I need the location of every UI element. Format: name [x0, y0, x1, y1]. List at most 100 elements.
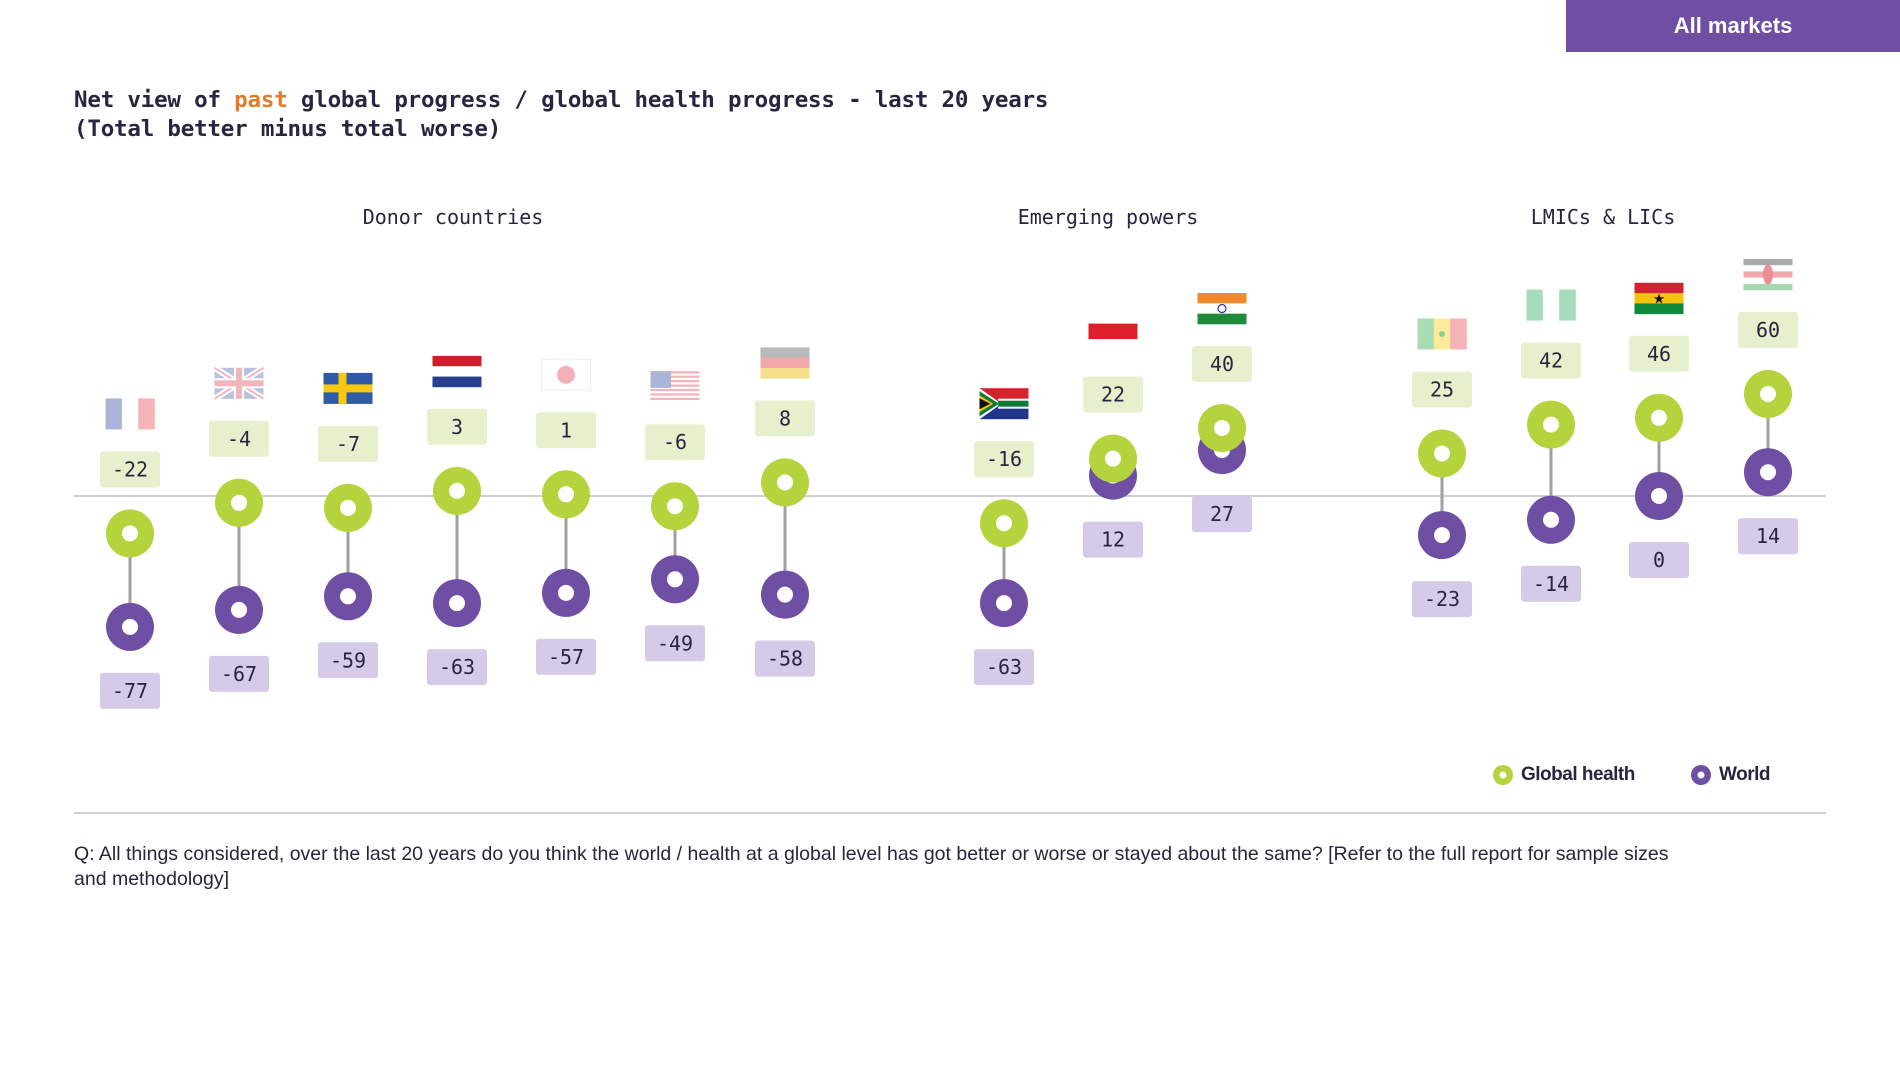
senegal-flag [1417, 318, 1467, 350]
world-marker-center [449, 595, 465, 612]
world-value-label: 27 [1210, 502, 1234, 526]
global-health-marker-center [449, 482, 465, 499]
global-health-label-bg [755, 400, 815, 437]
global-health-label-bg [1083, 376, 1143, 413]
world-label-bg [755, 640, 815, 677]
india-flag [1197, 293, 1247, 325]
global-health-label-bg [645, 424, 705, 461]
global-health-value-label: 1 [560, 418, 572, 442]
global-health-label-bg [100, 451, 160, 488]
global-health-value-label: 8 [779, 406, 791, 430]
global-health-label-bg [1412, 371, 1472, 408]
world-marker-center [996, 595, 1012, 612]
ghana-flag: ★ [1634, 282, 1684, 315]
world-value-label: -67 [221, 662, 257, 686]
global-health-marker-center [558, 486, 574, 503]
global-health-marker-center [1214, 420, 1230, 436]
global-health-label-bg [1521, 342, 1581, 379]
global-health-marker-center [122, 525, 138, 542]
global-health-value-label: 3 [451, 415, 463, 439]
global-health-marker-center [777, 474, 793, 491]
global-health-marker-center [231, 494, 247, 511]
chart-subtitle: (Total better minus total worse) [74, 116, 502, 142]
legend-global-health-label: Global health [1521, 764, 1635, 785]
world-marker-center [231, 601, 247, 618]
global-health-value-label: 60 [1756, 318, 1780, 342]
world-label-bg [100, 672, 160, 709]
global-health-marker-center [1543, 416, 1559, 433]
global-health-label-bg [1192, 346, 1252, 382]
world-value-label: -59 [330, 648, 366, 672]
global-health-marker-center [667, 498, 683, 515]
world-marker-center [122, 618, 138, 635]
japan-flag [541, 358, 591, 391]
world-label-bg [1083, 521, 1143, 558]
global-health-value-label: -7 [336, 432, 360, 456]
world-marker-center [1760, 464, 1776, 481]
group-label: LMICs & LICs [1531, 205, 1676, 229]
world-label-bg [1412, 581, 1472, 618]
france-flag [105, 398, 155, 430]
all-markets-tab[interactable]: All markets [1566, 0, 1900, 52]
world-marker-center [1543, 511, 1559, 528]
global-health-label-bg [974, 441, 1034, 478]
world-label-bg [318, 642, 378, 679]
global-health-marker-center [340, 499, 356, 516]
global-health-marker-center [1105, 450, 1121, 467]
world-marker-center [1434, 527, 1450, 544]
title-part1: Net view of [74, 87, 235, 113]
germany-flag [760, 347, 810, 379]
netherlands-flag [432, 355, 482, 388]
world-value-label: 12 [1101, 528, 1125, 552]
global-health-label-bg [536, 412, 596, 449]
global-health-label-bg [1738, 312, 1798, 348]
uk-flag [212, 365, 266, 402]
global-health-label-bg [318, 425, 378, 462]
global-health-value-label: 22 [1101, 383, 1125, 407]
world-label-bg [974, 649, 1034, 686]
world-marker-center [1651, 488, 1667, 504]
group-label: Emerging powers [1018, 205, 1199, 229]
usa-flag [650, 371, 700, 400]
world-label-bg [645, 625, 705, 662]
world-marker-center [667, 571, 683, 588]
global-health-legend-marker [1493, 765, 1513, 785]
global-health-marker-center [1434, 445, 1450, 462]
footer-divider [74, 812, 1826, 814]
global-health-marker-center [1651, 409, 1667, 426]
group-label: Donor countries [363, 205, 544, 229]
world-label-bg [427, 649, 487, 686]
world-legend-marker [1691, 765, 1711, 785]
world-value-label: 0 [1653, 548, 1665, 572]
global-health-label-bg [1629, 335, 1689, 372]
chart-title: Net view of past global progress / globa… [74, 86, 1048, 144]
world-value-label: -63 [439, 655, 475, 679]
global-health-value-label: 46 [1647, 342, 1671, 366]
kenya-flag [1743, 259, 1793, 291]
survey-question: Q: All things considered, over the last … [74, 843, 1669, 890]
legend-world-label: World [1719, 764, 1770, 785]
world-label-bg [536, 638, 596, 675]
global-health-label-bg [209, 420, 269, 457]
world-label-bg [1629, 542, 1689, 578]
global-health-value-label: 42 [1539, 349, 1563, 373]
legend-world: World [1691, 764, 1770, 786]
world-label-bg [209, 655, 269, 692]
global-health-value-label: -22 [112, 457, 148, 481]
world-value-label: -77 [112, 679, 148, 703]
global-health-value-label: 40 [1210, 352, 1234, 376]
global-health-label-bg [427, 408, 487, 445]
south-africa-flag [979, 388, 1029, 420]
world-label-bg [1192, 496, 1252, 533]
global-health-value-label: -16 [986, 447, 1022, 471]
world-marker-center [777, 586, 793, 603]
svg-text:★: ★ [1653, 290, 1666, 306]
world-marker-center [558, 584, 574, 601]
global-health-value-label: 25 [1430, 378, 1454, 402]
world-value-label: -49 [657, 631, 693, 655]
world-value-label: -57 [548, 645, 584, 669]
world-value-label: -23 [1424, 587, 1460, 611]
global-health-value-label: -4 [227, 427, 251, 451]
world-label-bg [1738, 518, 1798, 555]
sweden-flag [323, 372, 373, 404]
